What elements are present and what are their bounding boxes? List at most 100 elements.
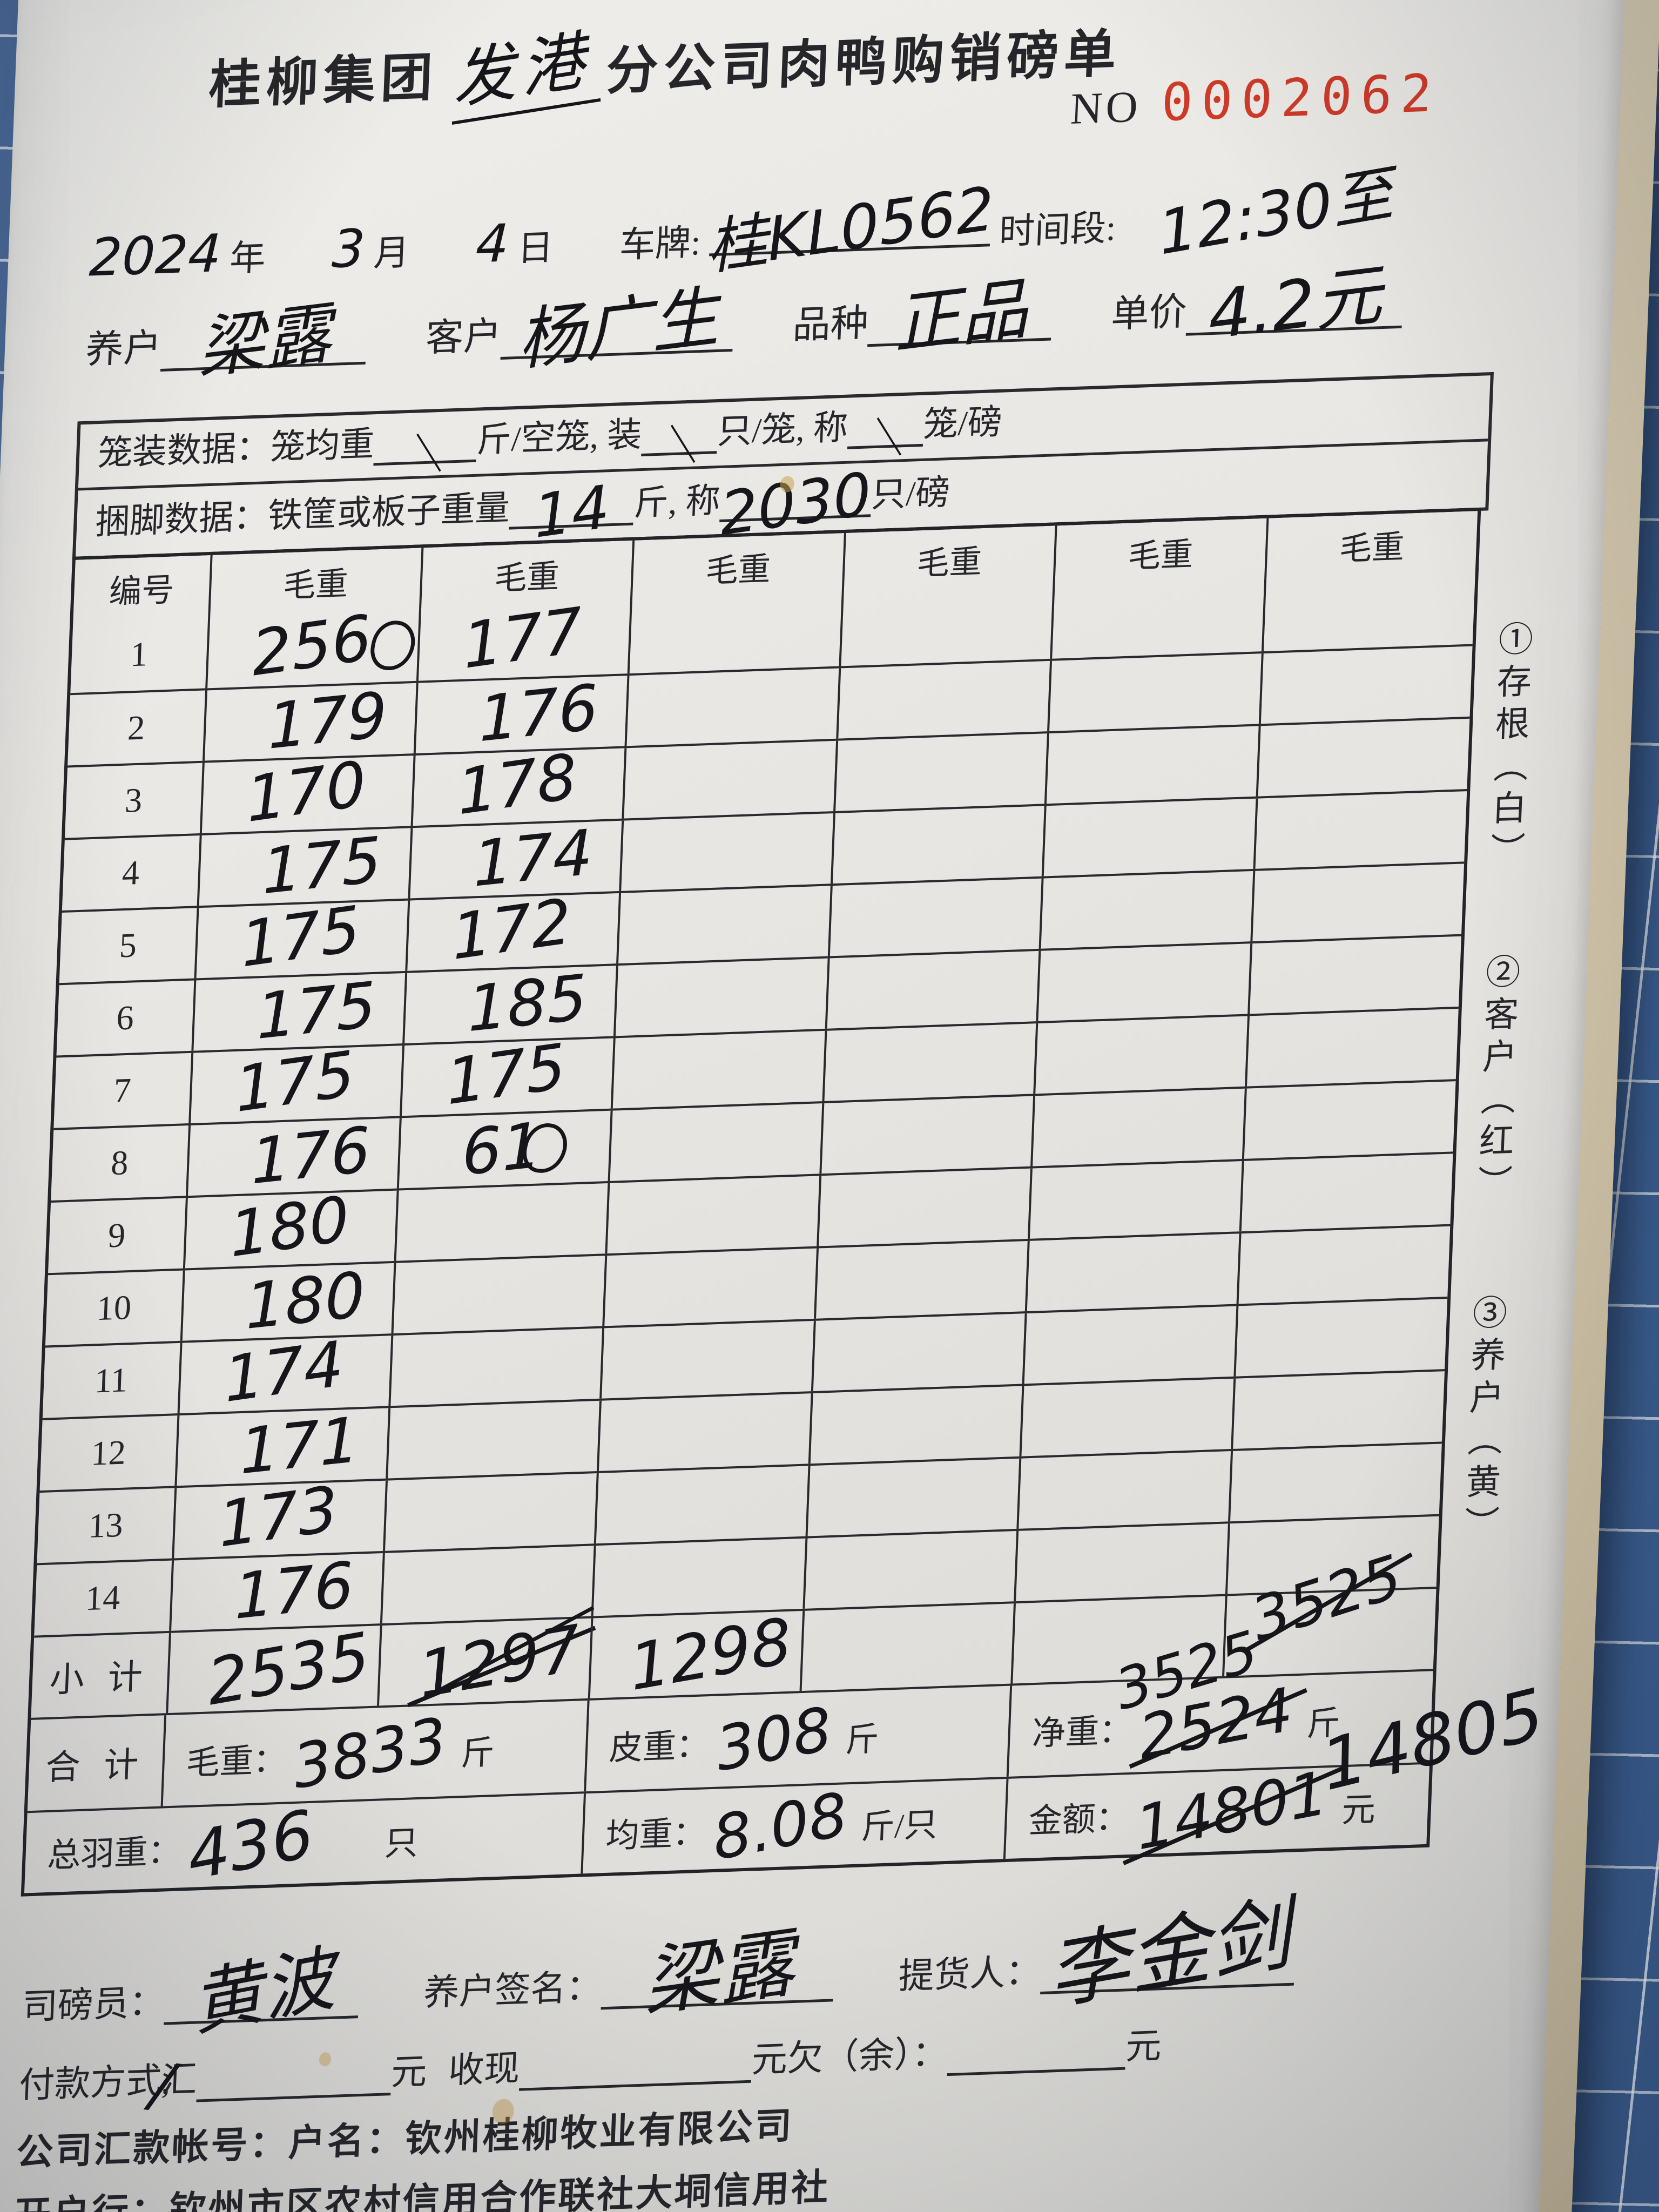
weigher-label: 司磅员： [21,1982,166,2027]
weight-cell [1038,871,1253,949]
weight-cell [1239,1154,1453,1232]
row-number: 11 [93,1360,129,1400]
weight-cell [597,1393,811,1472]
weight-value: 174 [471,815,594,901]
net-label: 净重： [1031,1712,1134,1753]
weigher-blank: 黄波 [164,1937,360,2046]
feet-seg3: 只/磅 [871,473,951,515]
weight-value: 173 [215,1472,340,1562]
cage-value-2: ＼ [656,421,702,469]
customer-blank: 杨广生 [500,278,734,380]
weight-cell [808,1386,1022,1464]
weight-cell [816,1168,1031,1246]
weight-cell [839,586,1053,666]
weight-cell: 176 [185,1113,400,1198]
weight-cell: 180 [180,1258,394,1344]
title-prefix: 桂柳集团 [208,48,439,114]
amount-label: 金额： [1028,1799,1130,1840]
spacer [274,267,322,269]
weight-cell [622,740,836,819]
tare-value: 308 [712,1694,835,1785]
bird-count-value: 436 [183,1795,318,1895]
payment-owe-blank [947,2027,1127,2076]
header-cell-weight: 毛重 [1264,511,1478,579]
weight-cell [830,806,1044,884]
date-plate-line: 2024 年 3 月 4 日 车牌: 桂KL0562 时间段: 12:30至 [88,159,1396,294]
weight-cell [391,1256,605,1334]
copy-label-customer-red: ②客户（红） [1472,953,1520,1208]
weight-cell [628,594,842,674]
weight-value: 171 [238,1403,360,1489]
subtotal-label: 小 计 [49,1657,151,1700]
copy-label-farmer-yellow: ③养户（黄） [1459,1294,1507,1549]
weight-cell: 177 [416,594,631,683]
weight-cell [1028,1161,1242,1239]
average-unit: 斤/只 [860,1806,939,1846]
account-name: 钦州桂柳牧业有限公司 [404,2105,795,2160]
weight-cell [1030,1088,1245,1166]
weight-cell [599,1320,814,1399]
payment-cash-blank [518,2040,753,2091]
weight-table-body: 1 256 177 2 179 176 3 170 178 4 175 174 5 175 172 6 175 1… [34,571,1475,1636]
weight-cell: 171 [174,1403,389,1488]
weight-cell [594,1466,808,1544]
weight-value: 180 [244,1258,366,1344]
cage-seg1: 笼均重 [269,424,375,467]
weight-cell: 175 [197,823,411,908]
payment-line: 付款方式, ∕ 汇 元 收现 元欠（余）： 元 [18,2015,1163,2120]
weight-cell [822,1023,1036,1102]
weight-cell: 176 [168,1548,383,1634]
weight-cell [611,1030,825,1109]
weight-cell [616,886,831,964]
weight-cell: 185 [402,961,617,1046]
row-number: 9 [107,1216,126,1255]
month-label: 月 [373,233,410,274]
gross-value: 3833 [289,1704,451,1803]
weight-cell [813,1240,1028,1319]
average-label: 均重： [605,1815,707,1855]
gross-label: 毛重： [185,1742,287,1782]
price-blank: 4.2元 [1185,256,1404,355]
weight-cell [605,1176,819,1254]
weight-cell [1036,943,1250,1022]
feet-seg1: 铁筐或板子重量 [267,488,511,536]
header-cell-weight: 毛重 [841,525,1055,594]
signature-line: 司磅员： 黄波 养户签名： 梁露 提货人： 李金剑 [21,1886,1296,2046]
gross-total-cell: 毛重： 3833 斤 [160,1700,588,1806]
weight-cell [1228,1444,1442,1522]
payment-owe-label: 元欠（余）： [751,2033,949,2080]
cage-value-1: ＼ [402,430,448,478]
plate-label: 车牌: [618,222,702,266]
payment-remit-blank [195,2053,392,2102]
weight-cell [591,1538,806,1616]
weight-cell [388,1328,603,1406]
weight-cell [1050,578,1264,659]
payment-owe-unit: 元 [1125,2026,1162,2067]
cage-label: 笼装数据： [97,428,272,473]
header-cell-weight: 毛重 [419,540,633,609]
payment-label: 付款方式, [18,2061,171,2106]
weight-cell [1024,1233,1239,1312]
cage-blank-1: ＼ [373,427,477,478]
breed-value: 正品 [892,270,1030,364]
weight-cell [1247,936,1461,1014]
weight-cell [825,950,1039,1029]
weight-cell [619,813,833,891]
weight-cell [833,733,1048,812]
tare-total-cell: 皮重： 308 斤 [583,1685,1010,1792]
tare-unit: 斤 [845,1721,880,1759]
weight-cell [1253,791,1467,869]
subtotal-col3: 1298 [626,1603,795,1705]
weight-table: 编号 毛重 毛重 毛重 毛重 毛重 毛重 1 256 177 2 179 176 3 170 1… [21,507,1549,1897]
row-number: 14 [85,1577,121,1618]
copy-label-stub-white: ①存根（白） [1485,620,1533,875]
weight-cell [1033,1016,1247,1094]
spacer [417,262,466,264]
weight-cell [1261,571,1475,652]
weight-cell [1233,1298,1448,1377]
weight-cell: 175 [194,892,408,981]
weight-value: 185 [466,961,588,1046]
farmer-sign-label: 养户签名： [422,1967,603,2013]
weight-cell [836,660,1050,739]
weight-cell: 61 [396,1109,611,1190]
